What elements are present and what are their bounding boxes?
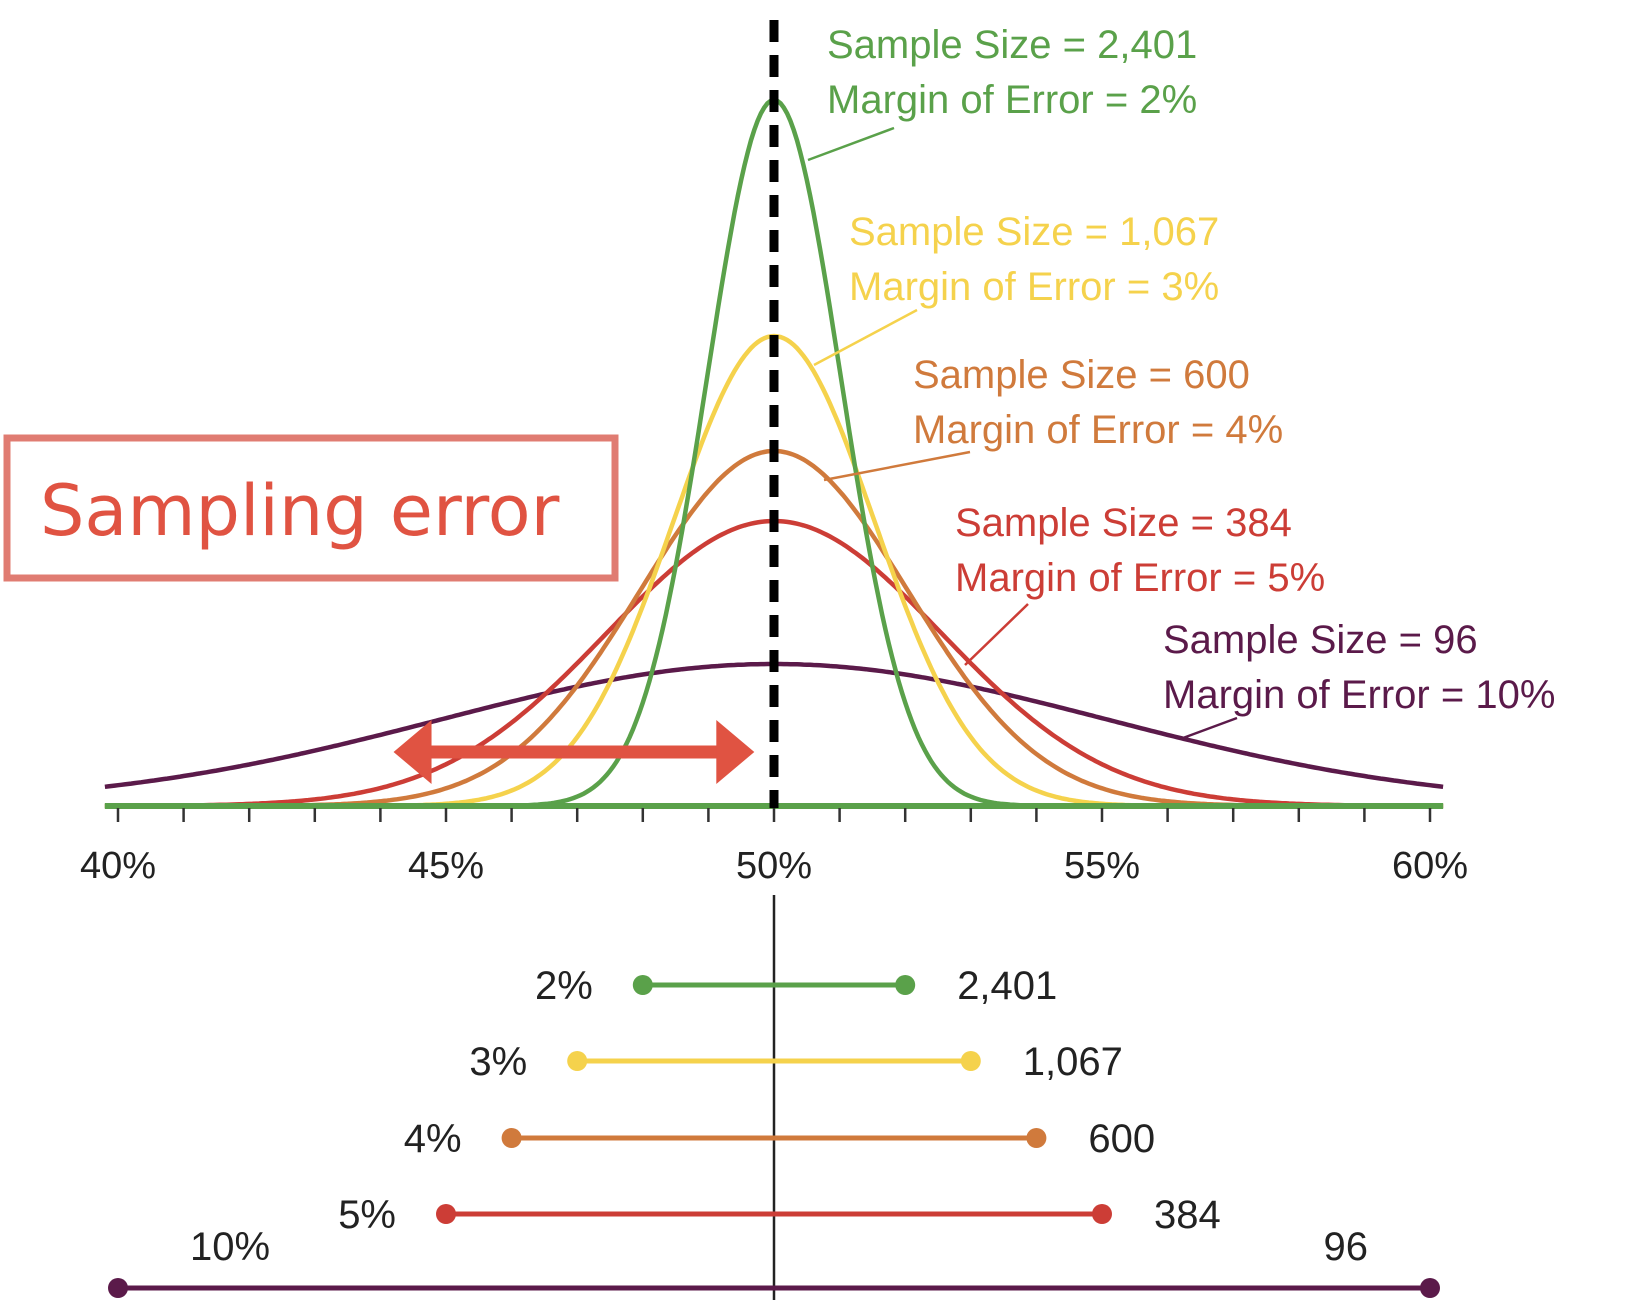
series-label-3: Sample Size = 1,067 — [849, 210, 1219, 254]
tick-label: 45% — [408, 845, 484, 887]
interval-sample-label: 600 — [1088, 1117, 1155, 1161]
interval-sample-label: 2,401 — [957, 964, 1057, 1008]
interval-dot-right — [1420, 1278, 1440, 1298]
callout-box — [3, 434, 619, 582]
tick-label: 40% — [80, 845, 156, 887]
interval-margin-label: 2% — [535, 964, 593, 1008]
margin-label-3: Margin of Error = 3% — [849, 265, 1219, 309]
tick-label: 60% — [1392, 845, 1468, 887]
arrow-head-right — [716, 720, 755, 784]
leader-line-4 — [823, 450, 971, 482]
margin-label-4: Margin of Error = 4% — [913, 408, 1283, 452]
leader-line-2 — [807, 126, 895, 162]
interval-dot-left — [632, 975, 653, 995]
interval-sample-label: 96 — [1324, 1225, 1369, 1269]
series-label-10: Sample Size = 96 — [1163, 618, 1478, 662]
callout-text: Sampling error — [40, 470, 560, 552]
interval-dot-left — [501, 1128, 522, 1148]
series-label-2: Sample Size = 2,401 — [827, 23, 1197, 67]
interval-dot-left — [436, 1204, 456, 1224]
margin-label-10: Margin of Error = 10% — [1163, 673, 1555, 717]
series-label-4: Sample Size = 600 — [913, 353, 1250, 397]
interval-dot-right — [1026, 1128, 1047, 1148]
interval-dot-right — [1092, 1204, 1112, 1224]
leader-lines — [807, 126, 1238, 740]
leader-line-10 — [1182, 716, 1238, 740]
tick-label: 55% — [1064, 845, 1140, 887]
sampling-error-arrow — [393, 720, 755, 784]
arrow-head-left — [393, 720, 432, 784]
interval-dot-left — [567, 1051, 588, 1071]
interval-margin-label: 5% — [338, 1193, 396, 1237]
tick-label: 50% — [736, 845, 812, 887]
series-label-5: Sample Size = 384 — [955, 501, 1292, 545]
interval-margin-label: 10% — [190, 1225, 270, 1269]
interval-dot-right — [895, 975, 916, 995]
leader-line-5 — [964, 603, 1029, 666]
interval-dot-right — [960, 1051, 981, 1071]
margin-of-error-intervals: 2% 2,401 3% 1,067 4% 600 5% 384 10% 96 — [108, 964, 1440, 1298]
interval-dot-left — [108, 1278, 128, 1298]
sampling-error-callout: Sampling error — [3, 434, 619, 582]
x-axis: 40% 45% 50% 55% 60% — [80, 803, 1468, 887]
margin-label-5: Margin of Error = 5% — [955, 556, 1325, 600]
series-labels: Sample Size = 2,401 Margin of Error = 2% S… — [827, 23, 1555, 717]
interval-sample-label: 384 — [1154, 1193, 1221, 1237]
interval-margin-label: 3% — [469, 1040, 527, 1084]
leader-line-3 — [813, 308, 918, 367]
margin-label-2: Margin of Error = 2% — [827, 78, 1197, 122]
interval-margin-label: 4% — [404, 1117, 462, 1161]
interval-sample-label: 1,067 — [1023, 1040, 1123, 1084]
